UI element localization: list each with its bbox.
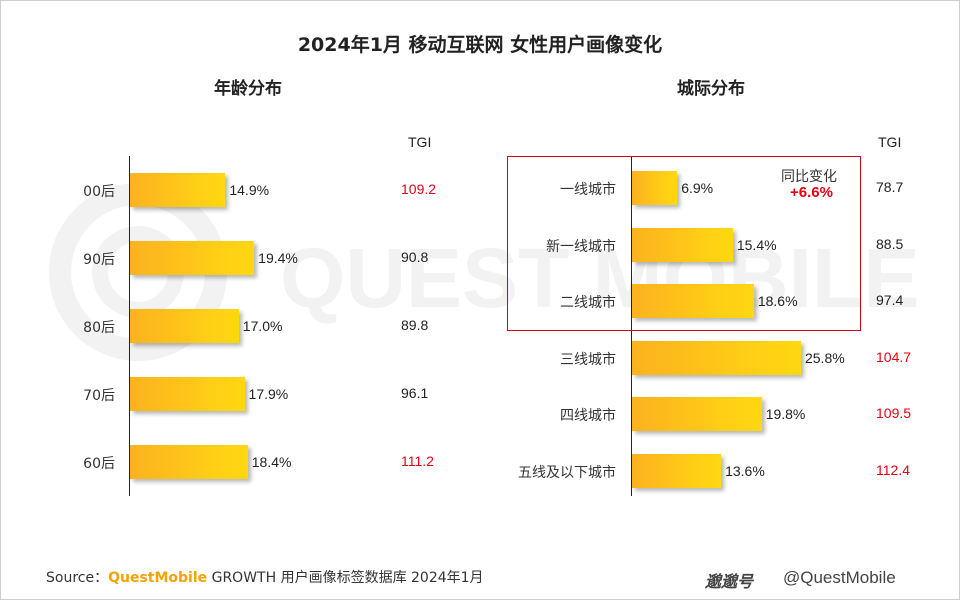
age-category-label: 90后 [83, 252, 115, 268]
yoy-value: +6.6% [790, 184, 833, 201]
city-category-label: 四线城市 [560, 408, 616, 424]
yoy-label: 同比变化 [781, 169, 837, 185]
city-bar [632, 284, 754, 318]
city-bar [632, 397, 762, 431]
age-category-label: 70后 [83, 388, 115, 404]
age-value-label: 18.4% [251, 454, 292, 470]
age-value-label: 17.0% [242, 318, 283, 334]
age-category-label: 80后 [83, 320, 115, 336]
city-section-title: 城际分布 [677, 79, 745, 99]
age-bar [130, 241, 255, 275]
age-value-label: 17.9% [248, 386, 289, 402]
city-tgi-value: 104.7 [876, 348, 912, 365]
city-bar [632, 227, 733, 262]
city-tgi-value: 109.5 [876, 405, 912, 421]
city-bar [632, 453, 722, 488]
age-bar [130, 445, 248, 479]
footer-source: Source：QuestMobile GROWTH 用户画像标签数据库 2024… [46, 567, 484, 587]
age-category-label: 00后 [83, 184, 115, 200]
age-bar [130, 173, 226, 207]
city-category-label: 新一线城市 [546, 238, 616, 255]
chart-title: 2024年1月 移动互联网 女性用户画像变化 [297, 34, 663, 56]
city-value-label: 19.8% [765, 406, 806, 422]
age-tgi-value: 90.8 [401, 249, 429, 265]
highlight-box [507, 156, 861, 331]
age-axis [129, 156, 130, 496]
footer-prefix: Source： [46, 570, 109, 586]
city-value-label: 13.6% [725, 462, 765, 479]
city-axis [631, 156, 632, 496]
age-section-title: 年龄分布 [214, 79, 282, 99]
city-value-label: 18.6% [757, 293, 798, 309]
age-value-label: 14.9% [229, 182, 270, 198]
age-tgi-header: TGI [408, 134, 432, 150]
city-category-label: 一线城市 [560, 182, 616, 198]
city-category-label: 二线城市 [560, 295, 616, 311]
footer-text: GROWTH 用户画像标签数据库 2024年1月 [207, 570, 484, 586]
city-category-label: 三线城市 [560, 351, 616, 368]
city-tgi-value: 112.4 [876, 461, 910, 478]
city-bar [632, 340, 801, 375]
age-value-label: 19.4% [258, 250, 298, 266]
city-tgi-value: 97.4 [876, 292, 904, 308]
city-value-label: 25.8% [804, 349, 845, 366]
city-tgi-header: TGI [878, 134, 902, 150]
age-category-label: 60后 [83, 456, 115, 472]
age-bar [130, 309, 239, 343]
footer-brand: QuestMobile [108, 570, 208, 586]
age-tgi-value: 111.2 [401, 453, 434, 469]
age-tgi-value: 109.2 [401, 181, 437, 197]
age-tgi-value: 89.8 [401, 317, 429, 333]
city-value-label: 15.4% [736, 236, 777, 253]
city-bar [632, 171, 678, 205]
city-tgi-value: 78.7 [876, 179, 904, 195]
city-value-label: 6.9% [681, 180, 714, 196]
logo-mark: 邈邈号 [705, 572, 754, 591]
logo-handle: @QuestMobile [783, 568, 896, 587]
age-bar [130, 377, 245, 411]
city-tgi-value: 88.5 [876, 235, 904, 252]
age-tgi-value: 96.1 [401, 385, 429, 401]
city-category-label: 五线及以下城市 [518, 464, 616, 481]
